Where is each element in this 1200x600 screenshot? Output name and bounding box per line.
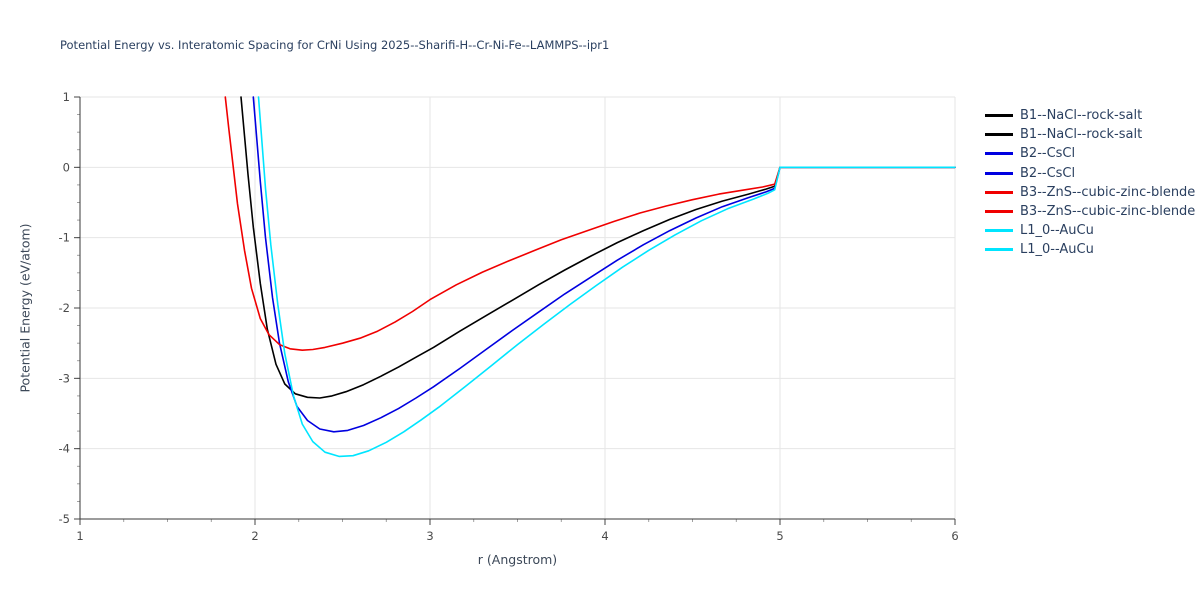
legend-item: L1_0--AuCu (985, 240, 1195, 259)
y-tick-label: -3 (59, 371, 70, 385)
y-tick-label: -4 (59, 442, 70, 456)
series-line-b2-cscl (252, 96, 956, 433)
legend-line-sample (985, 248, 1013, 252)
legend-item: L1_0--AuCu (985, 221, 1195, 240)
legend-line-sample (985, 114, 1013, 118)
x-tick-label: 2 (251, 529, 258, 543)
y-tick-label: 1 (63, 90, 70, 104)
series-line-l1-0-aucu (257, 96, 956, 458)
legend-line-sample (985, 210, 1013, 214)
legend-item: B2--CsCl (985, 164, 1195, 183)
legend-line-sample (985, 190, 1013, 194)
chart-title: Potential Energy vs. Interatomic Spacing… (60, 38, 610, 52)
y-tick-label: 0 (63, 160, 70, 174)
legend-item: B2--CsCl (985, 144, 1195, 163)
legend-line-sample (985, 133, 1013, 137)
legend-line-sample (985, 171, 1013, 175)
y-axis-label: Potential Energy (eV/atom) (17, 223, 33, 393)
legend-label: B3--ZnS--cubic-zinc-blende (1020, 184, 1196, 200)
series-line-b1-nacl-rock-salt (240, 96, 956, 399)
legend-label: B2--CsCl (1020, 165, 1076, 181)
x-tick-label: 6 (951, 529, 958, 543)
series-line-b3-zns-cubic-zinc-blende (224, 96, 956, 352)
legend-item: B3--ZnS--cubic-zinc-blende (985, 202, 1195, 221)
legend: B1--NaCl--rock-salt B1--NaCl--rock-salt B2… (985, 106, 1195, 260)
legend-label: L1_0--AuCu (1020, 242, 1094, 258)
x-tick-label: 5 (776, 529, 783, 543)
y-tick-label: -2 (59, 301, 70, 315)
legend-line-sample (985, 229, 1013, 233)
x-tick-label: 1 (76, 529, 83, 543)
legend-item: B3--ZnS--cubic-zinc-blende (985, 183, 1195, 202)
y-tick-label: -5 (59, 512, 70, 526)
legend-line-sample (985, 152, 1013, 156)
legend-label: B1--NaCl--rock-salt (1020, 127, 1143, 143)
legend-item: B1--NaCl--rock-salt (985, 106, 1195, 125)
x-tick-label: 4 (601, 529, 608, 543)
x-tick-label: 3 (426, 529, 433, 543)
y-tick-label: -1 (59, 231, 70, 245)
legend-label: B1--NaCl--rock-salt (1020, 108, 1143, 124)
legend-label: B2--CsCl (1020, 146, 1076, 162)
legend-label: B3--ZnS--cubic-zinc-blende (1020, 204, 1196, 220)
legend-label: L1_0--AuCu (1020, 223, 1094, 239)
x-axis-label: r (Angstrom) (477, 552, 558, 567)
legend-item: B1--NaCl--rock-salt (985, 125, 1195, 144)
